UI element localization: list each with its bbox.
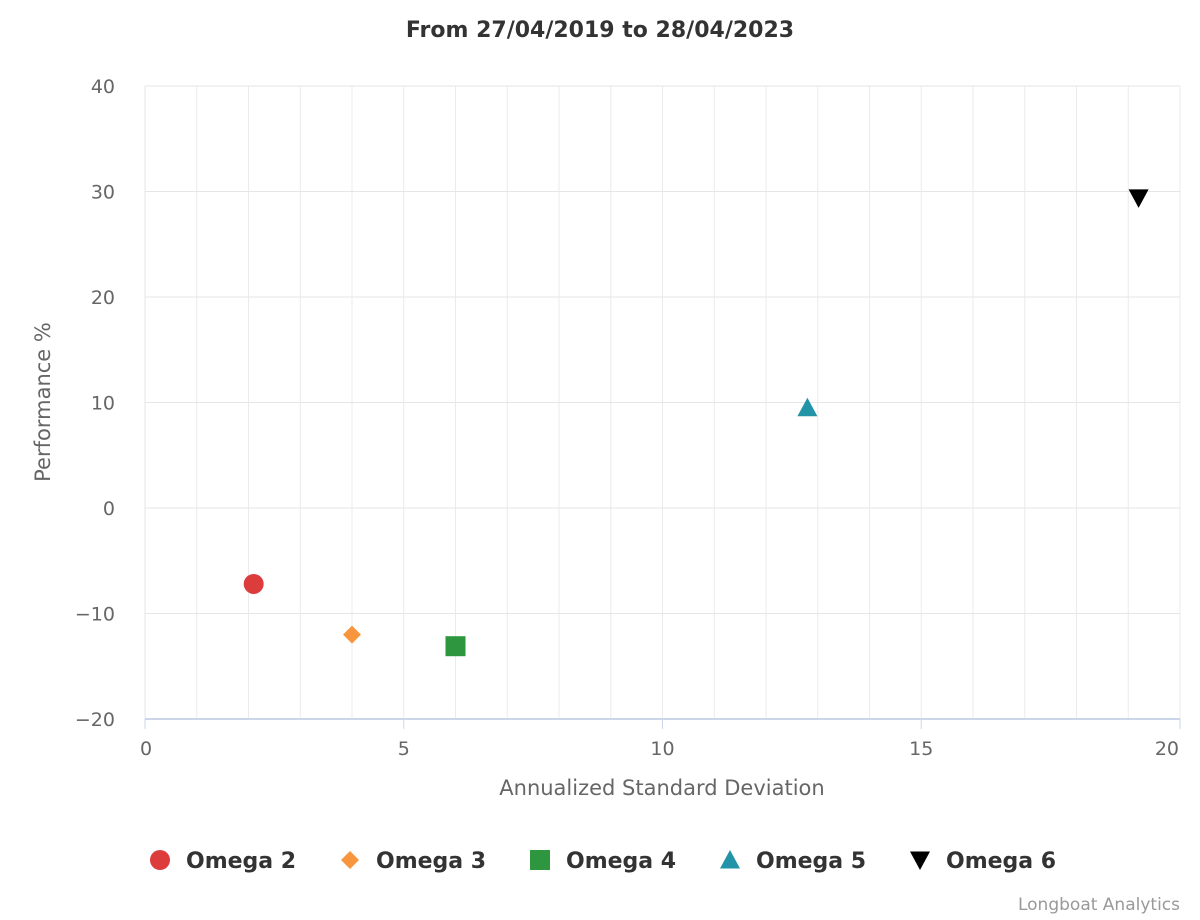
point-omega-6[interactable] [1128, 189, 1149, 208]
x-tick-label: 0 [140, 738, 152, 760]
point-omega-4[interactable] [445, 636, 466, 657]
y-tick-label: 30 [91, 182, 115, 204]
legend-label-omega-4: Omega 4 [566, 849, 676, 874]
point-omega-2[interactable] [243, 573, 264, 594]
legend-symbol-omega-6 [910, 851, 930, 870]
legend-item-omega-2[interactable]: Omega 2 [150, 849, 296, 874]
x-axis-title: Annualized Standard Deviation [499, 776, 824, 800]
legend-label-omega-3: Omega 3 [376, 849, 486, 874]
chart-title: From 27/04/2019 to 28/04/2023 [406, 18, 794, 43]
x-tick-label: 5 [398, 738, 410, 760]
data-points [243, 189, 1149, 657]
x-tick-label: 15 [909, 738, 933, 760]
legend-symbol-omega-4 [530, 850, 550, 870]
credits-text[interactable]: Longboat Analytics [1018, 895, 1180, 915]
y-tick-label: −10 [75, 604, 115, 626]
legend-label-omega-5: Omega 5 [756, 849, 866, 874]
legend-item-omega-5[interactable]: Omega 5 [720, 849, 866, 874]
legend-label-omega-2: Omega 2 [186, 849, 296, 874]
legend: Omega 2 Omega 3 Omega 4 Omega 5 Omega 6 [150, 849, 1056, 874]
y-axis-title: Performance % [31, 322, 55, 482]
legend-item-omega-3[interactable]: Omega 3 [341, 849, 486, 874]
point-omega-3[interactable] [343, 625, 361, 644]
y-tick-label: 40 [91, 76, 115, 98]
x-tick-label: 20 [1155, 738, 1179, 760]
plot-grid [144, 85, 1181, 720]
point-omega-5[interactable] [797, 397, 818, 417]
axes: 0 5 10 15 20 −20 −10 0 10 20 30 40 [75, 76, 1181, 760]
legend-symbol-omega-3 [341, 851, 359, 869]
legend-item-omega-4[interactable]: Omega 4 [530, 849, 676, 874]
legend-symbol-omega-2 [150, 850, 170, 870]
y-tick-label: 0 [103, 498, 115, 520]
x-tick-label: 10 [650, 738, 674, 760]
legend-item-omega-6[interactable]: Omega 6 [910, 849, 1056, 874]
y-tick-label: 20 [91, 287, 115, 309]
y-tick-label: −20 [75, 709, 115, 731]
y-tick-label: 10 [91, 393, 115, 415]
legend-label-omega-6: Omega 6 [946, 849, 1056, 874]
legend-symbol-omega-5 [720, 850, 740, 869]
